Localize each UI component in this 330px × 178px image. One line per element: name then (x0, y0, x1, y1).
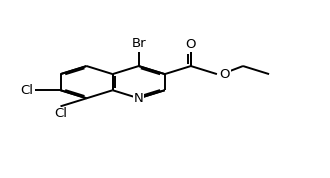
Text: Br: Br (131, 38, 146, 51)
Text: O: O (219, 68, 230, 81)
Text: Cl: Cl (20, 84, 33, 97)
Text: N: N (134, 92, 144, 105)
Text: Cl: Cl (54, 107, 67, 120)
Text: O: O (185, 38, 196, 51)
